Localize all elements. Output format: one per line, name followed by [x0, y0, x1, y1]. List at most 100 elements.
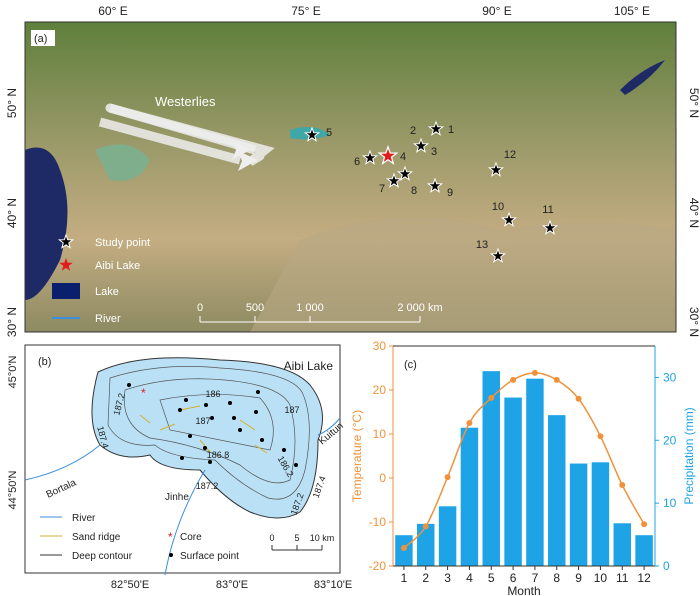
y2-tick-label: 0 [663, 559, 670, 573]
x-tick-label: 9 [575, 571, 582, 585]
lon-label: 82°50'E [111, 579, 149, 591]
map-a: Westerlies (a) 60° E 75° E 90° E 105° E … [5, 4, 700, 337]
lat-label: 45°0'N [7, 356, 19, 389]
point-label: 8 [411, 185, 417, 197]
contour [107, 366, 310, 500]
legend-label: Aibi Lake [95, 260, 140, 272]
contour-label: 186.8 [207, 450, 230, 460]
scale-label: 0 [269, 533, 274, 543]
scale-label: 2 000 km [397, 302, 442, 314]
lon-label: 105° E [614, 4, 650, 18]
x-tick-label: 5 [488, 571, 495, 585]
point [553, 376, 560, 383]
lat-label: 44°50'N [7, 470, 19, 509]
point [575, 395, 582, 402]
y2-tick-label: 10 [663, 496, 677, 510]
point [422, 523, 429, 530]
x-axis-label: Month [507, 584, 540, 596]
legend-label: River [95, 313, 121, 325]
westerlies-label: Westerlies [155, 94, 216, 109]
panel-label: (c) [404, 359, 417, 371]
map-b: * (b) Aibi Lake 45°0'N 44°50'N 82°50'E 8… [7, 344, 352, 591]
scale-label: 10 km [310, 533, 335, 543]
point-label: 13 [476, 239, 488, 251]
scale-label: 1 000 [296, 302, 324, 314]
label-box [31, 30, 55, 46]
scale-label: 500 [246, 302, 264, 314]
legend-label: Lake [95, 286, 119, 298]
legend-label: Core [180, 532, 202, 543]
lake [91, 357, 323, 519]
x-tick-label: 2 [422, 571, 429, 585]
panel-label: (b) [38, 356, 51, 368]
point [444, 474, 451, 481]
y-tick-label: 0 [379, 471, 386, 485]
lat-label: 30° N [5, 307, 19, 337]
lat-label: 40° N [687, 198, 700, 228]
contour-label: 187.2 [196, 481, 219, 491]
point [641, 521, 648, 528]
lon-label: 75° E [291, 4, 320, 18]
point-label: 1 [448, 124, 454, 136]
point-label: 12 [504, 149, 516, 161]
point [510, 376, 517, 383]
panel-label: (a) [34, 33, 47, 45]
contour [123, 378, 296, 484]
x-tick-label: 4 [466, 571, 473, 585]
bar [591, 462, 610, 566]
point-label: 6 [354, 156, 360, 168]
bar [438, 506, 457, 566]
point-label: 4 [400, 151, 406, 163]
point [531, 369, 538, 376]
x-tick-label: 3 [444, 571, 451, 585]
x-tick-label: 8 [553, 571, 560, 585]
legend-core: * [168, 530, 173, 544]
x-tick-label: 11 [616, 571, 629, 585]
frame [24, 21, 677, 333]
lon-label: 90° E [482, 4, 511, 18]
westerlies-arrow [98, 117, 242, 165]
lat-label: 50° N [687, 88, 700, 118]
x-tick-label: 1 [401, 571, 408, 585]
scale-bar [271, 545, 323, 551]
lon-label: 83°10'E [314, 579, 352, 591]
contour-label: 186 [205, 389, 220, 399]
y-tick-label: 30 [373, 339, 387, 353]
caspian-sea [25, 147, 68, 300]
point-label: 7 [379, 183, 385, 195]
lat-label: 30° N [687, 307, 700, 337]
y2-tick-label: 20 [663, 433, 677, 447]
contour-label: 187 [284, 405, 299, 415]
scale-label: 5 [294, 533, 299, 543]
legend-label: River [72, 513, 96, 524]
contour [159, 394, 274, 451]
bar [482, 371, 500, 566]
lon-label: 83°0'E [216, 579, 248, 591]
lat-label: 50° N [5, 88, 19, 118]
westerlies-arrow [108, 103, 257, 155]
legend-lake [52, 283, 80, 299]
point [597, 433, 604, 440]
point-label: 11 [542, 204, 553, 216]
legend-label: Deep contour [72, 551, 133, 562]
point-label: 5 [326, 127, 332, 139]
y-tick-label: -10 [369, 515, 387, 529]
y-tick-label: 20 [373, 383, 387, 397]
lat-label: 40° N [5, 198, 19, 228]
legend-label: Study point [95, 237, 150, 249]
scale-bar [199, 316, 421, 323]
bar [526, 378, 544, 566]
point-label: 2 [410, 125, 416, 137]
legend-label: Sand ridge [72, 532, 121, 543]
arrow-heads [232, 140, 258, 171]
plateau [250, 217, 676, 332]
contour-label: 187 [195, 416, 210, 426]
legend-point [169, 553, 173, 557]
bar [417, 523, 435, 566]
x-tick-label: 12 [637, 571, 651, 585]
y2-axis-label: Precipitation (mm) [682, 407, 696, 504]
x-tick-label: 7 [532, 571, 539, 585]
point [488, 394, 495, 401]
